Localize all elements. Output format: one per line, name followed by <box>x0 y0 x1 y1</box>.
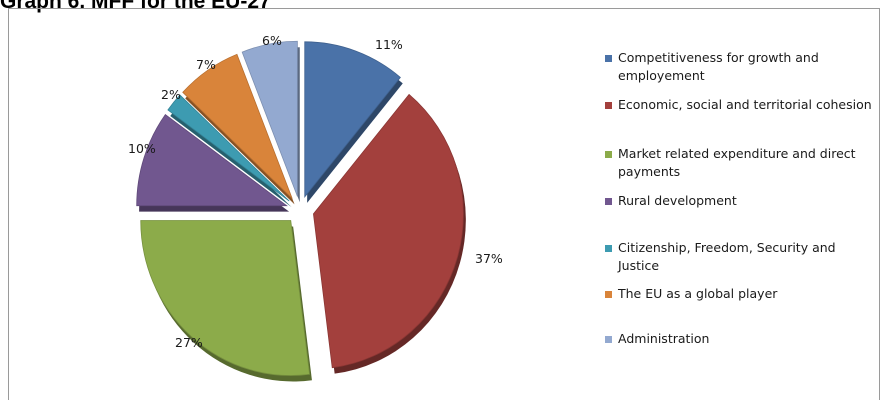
legend-label: Market related expenditure and direct pa… <box>618 146 856 179</box>
legend-item: Economic, social and territorial cohesio… <box>605 96 880 114</box>
slice-value-label: 27% <box>175 335 203 350</box>
legend-item: The EU as a global player <box>605 285 880 303</box>
legend-item: Citizenship, Freedom, Security and Justi… <box>605 239 880 275</box>
page-title: Graph 6. MFF for the EU-27 <box>0 0 271 13</box>
legend-swatch <box>605 151 612 158</box>
pie-slice-6 <box>241 40 298 197</box>
pie-slice-0 <box>304 41 401 198</box>
legend-label: Citizenship, Freedom, Security and Justi… <box>618 240 836 273</box>
pie-slice-2 <box>140 220 310 376</box>
legend-label: Economic, social and territorial cohesio… <box>618 97 872 112</box>
chart-frame <box>8 8 880 400</box>
slice-value-label: 7% <box>196 57 216 72</box>
legend-swatch <box>605 102 612 109</box>
legend-label: Administration <box>618 331 710 346</box>
legend-item: Competitiveness for growth and employeme… <box>605 49 880 85</box>
pie-slice-1 <box>313 93 464 369</box>
legend-swatch <box>605 245 612 252</box>
pie-slice-4 <box>167 94 290 202</box>
legend-item: Rural development <box>605 192 880 210</box>
slice-value-label: 10% <box>128 141 156 156</box>
legend-label: The EU as a global player <box>618 286 778 301</box>
slice-value-label: 6% <box>262 33 282 48</box>
legend-swatch <box>605 55 612 62</box>
legend-label: Competitiveness for growth and employeme… <box>618 50 819 83</box>
slice-value-label: 2% <box>161 87 181 102</box>
legend-label: Rural development <box>618 193 737 208</box>
legend-swatch <box>605 291 612 298</box>
legend-item: Administration <box>605 330 880 348</box>
pie-slice-3 <box>136 114 288 207</box>
legend-swatch <box>605 198 612 205</box>
slice-value-label: 37% <box>475 251 503 266</box>
legend-item: Market related expenditure and direct pa… <box>605 145 880 181</box>
pie-slice-5 <box>182 53 293 199</box>
legend-swatch <box>605 336 612 343</box>
slice-value-label: 11% <box>375 37 403 52</box>
